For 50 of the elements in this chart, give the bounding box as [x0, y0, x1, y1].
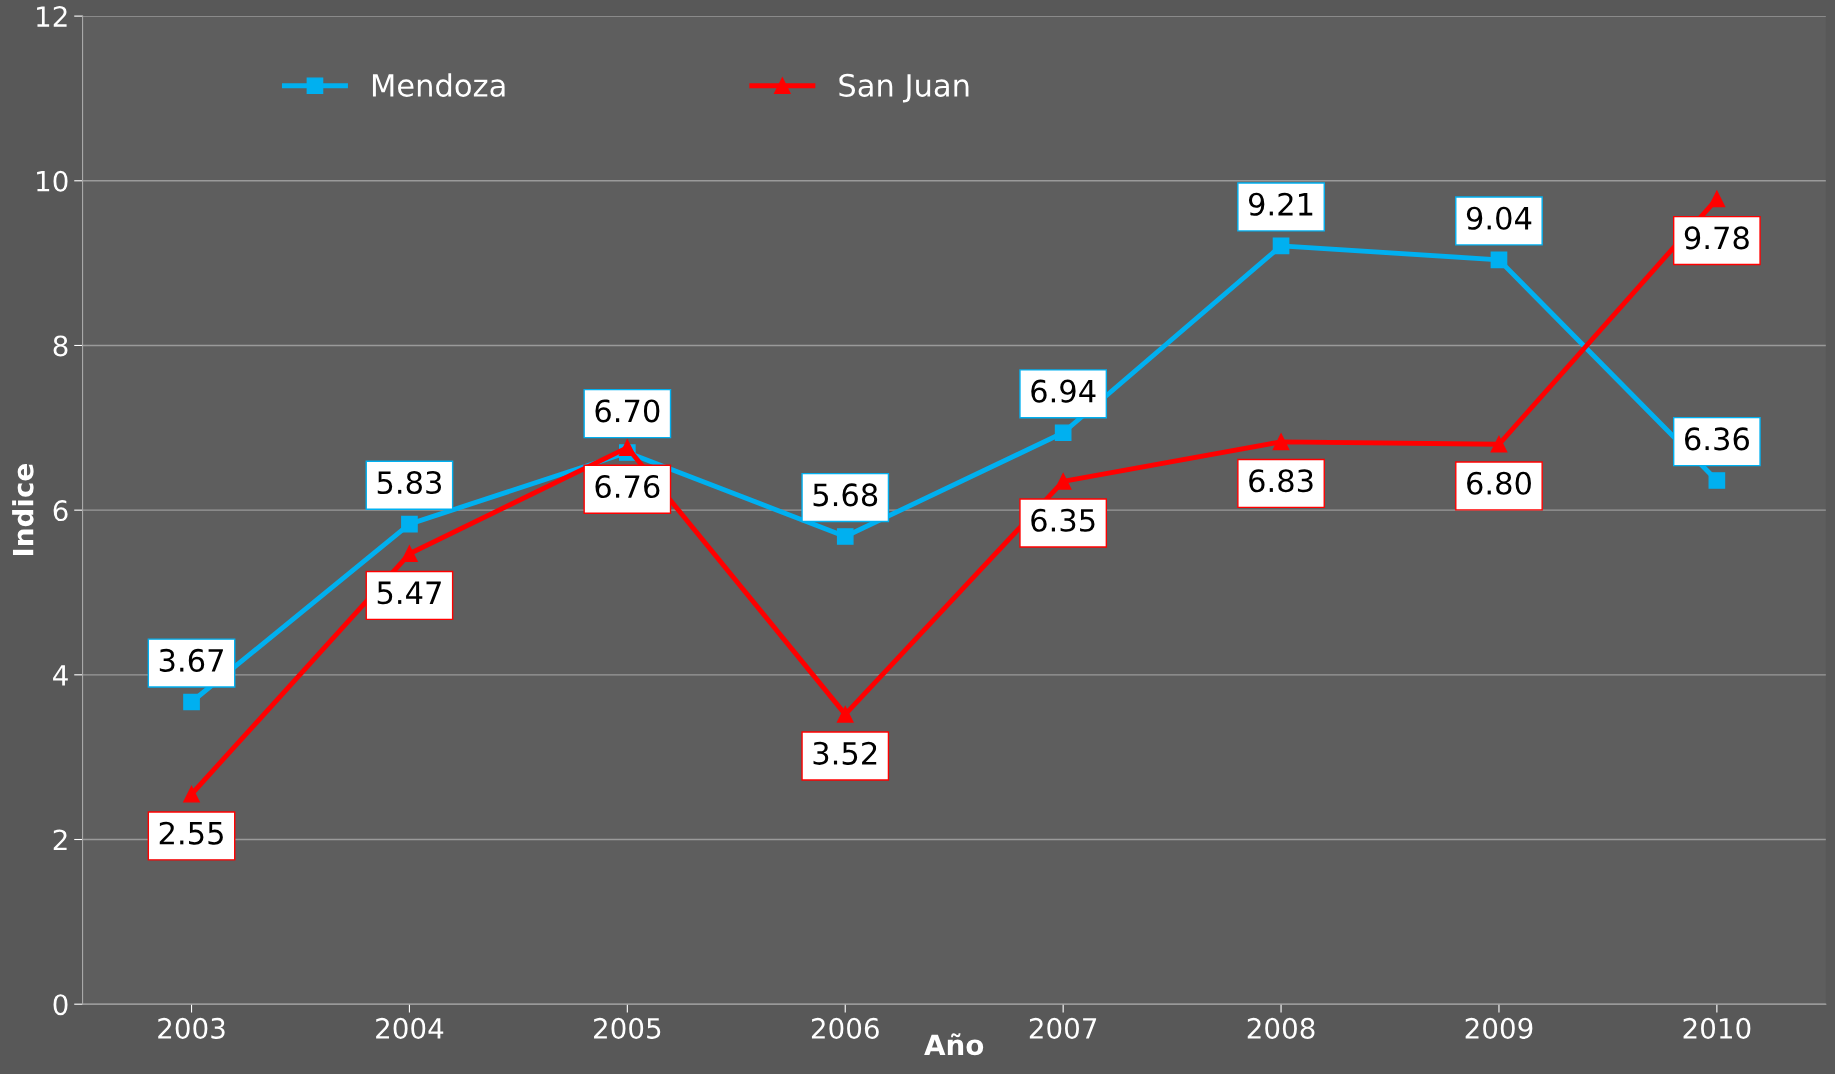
point: [619, 439, 636, 456]
y-tick-label: 12: [37, 6, 67, 27]
data-label: 6.76: [595, 474, 660, 499]
data-label: 9.04: [1466, 206, 1532, 230]
data-label: 5.47: [377, 581, 441, 605]
y-tick-label: 6: [53, 500, 68, 522]
point: [401, 515, 418, 533]
y-tick-label: 2: [53, 829, 67, 851]
legend-label: San Juan: [839, 73, 969, 103]
legend-label: Mendoza: [372, 73, 505, 97]
x-tick-label: 2003: [158, 1017, 225, 1039]
data-label: 2.55: [159, 821, 223, 845]
data-label: 6.70: [595, 399, 660, 423]
x-tick-label: 2006: [811, 1017, 879, 1039]
data-label: 3.52: [813, 741, 877, 765]
data-label: 5.83: [377, 471, 441, 495]
point: [1272, 237, 1290, 255]
point: [183, 785, 200, 803]
y-tick-label: 0: [53, 994, 68, 1016]
point: [1708, 190, 1726, 208]
y-tick-label: 10: [37, 170, 68, 192]
y-tick-label: 4: [53, 665, 68, 686]
data-label: 6.83: [1249, 469, 1313, 493]
point: [1054, 424, 1072, 442]
x-tick-label: 2010: [1683, 1017, 1751, 1039]
point: [1054, 472, 1072, 490]
x-tick-label: 2009: [1465, 1017, 1533, 1039]
data-label: 9.21: [1248, 192, 1313, 216]
data-label: 6.94: [1031, 379, 1096, 403]
point: [836, 528, 854, 545]
point: [1708, 472, 1726, 489]
data-label: 6.80: [1467, 471, 1531, 495]
data-label: 9.78: [1684, 226, 1749, 250]
x-axis-title: Año: [924, 1033, 984, 1056]
point: [1272, 433, 1290, 451]
point: [1490, 251, 1508, 269]
point: [183, 693, 200, 711]
data-label: 6.36: [1684, 427, 1749, 451]
y-axis-title: Indice: [12, 464, 34, 556]
data-label: 3.67: [159, 648, 223, 672]
data-label: 5.68: [813, 483, 878, 507]
y-tick-label: 8: [53, 335, 68, 357]
point: [836, 706, 854, 723]
x-tick-label: 2005: [594, 1017, 661, 1039]
x-tick-label: 2007: [1029, 1017, 1097, 1039]
point: [401, 545, 418, 563]
data-label: 6.35: [1031, 508, 1095, 532]
point: [1490, 435, 1508, 453]
x-tick-label: 2004: [376, 1017, 444, 1039]
x-tick-label: 2008: [1247, 1017, 1315, 1039]
